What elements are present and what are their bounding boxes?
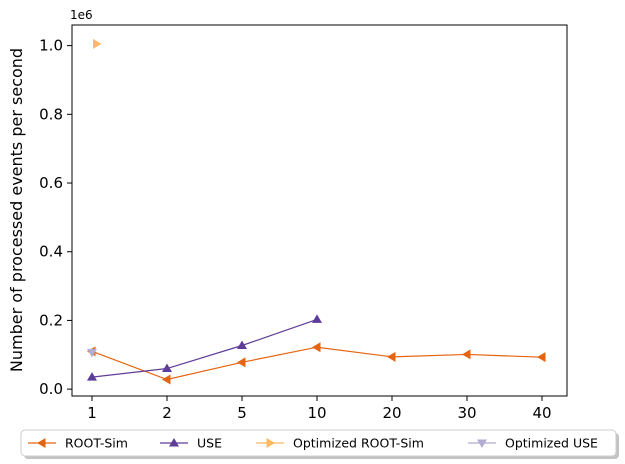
- legend-marker: [477, 439, 487, 448]
- legend-label: USE: [197, 436, 222, 451]
- x-tick-label: 40: [532, 404, 551, 422]
- x-axis: 1 2 5 10 20 30 40: [87, 396, 552, 422]
- data-point: [87, 372, 97, 381]
- data-point: [462, 349, 471, 360]
- y-offset-label: 1e6: [70, 8, 93, 22]
- data-point: [162, 363, 172, 373]
- data-point: [537, 352, 546, 363]
- legend-marker: [169, 438, 179, 447]
- data-point: [87, 348, 97, 358]
- y-tick-label: 0.2: [39, 311, 63, 329]
- data-point: [237, 357, 246, 368]
- y-tick-label: 0.4: [39, 243, 63, 261]
- legend: ROOT-Sim USE Optimized ROOT-Sim Optimized U…: [20, 429, 619, 459]
- data-point: [312, 342, 321, 353]
- y-tick-label: 0.8: [39, 105, 63, 123]
- data-point: [93, 38, 102, 49]
- y-tick-label: 1.0: [39, 37, 63, 55]
- plot-frame: [71, 24, 568, 397]
- plot-area: 0.0 0.2 0.4 0.6 0.8 1.0 1 2 5 10 20 30 40: [39, 24, 568, 422]
- data-point: [237, 340, 247, 350]
- y-axis: 0.0 0.2 0.4 0.6 0.8 1.0: [39, 37, 72, 398]
- legend-marker: [266, 438, 275, 448]
- data-point: [387, 351, 396, 362]
- legend-box: [20, 429, 617, 457]
- x-tick-label: 10: [307, 404, 326, 422]
- legend-label: Optimized ROOT-Sim: [293, 436, 424, 451]
- x-tick-label: 5: [237, 404, 247, 422]
- x-tick-label: 30: [457, 404, 476, 422]
- data-point: [162, 374, 171, 385]
- y-tick-label: 0.0: [39, 380, 63, 398]
- series-group: [87, 38, 546, 385]
- series-line: [91, 318, 318, 378]
- series-line: [91, 346, 543, 381]
- legend-label: Optimized USE: [505, 436, 598, 451]
- legend-label: ROOT-Sim: [65, 436, 128, 451]
- x-tick-label: 1: [87, 404, 97, 422]
- legend-marker: [37, 438, 46, 448]
- y-axis-label: Number of processed events per second: [7, 48, 26, 372]
- y-tick-label: 0.6: [39, 174, 63, 192]
- data-point: [312, 314, 322, 323]
- x-tick-label: 20: [382, 404, 401, 422]
- x-tick-label: 2: [162, 404, 172, 422]
